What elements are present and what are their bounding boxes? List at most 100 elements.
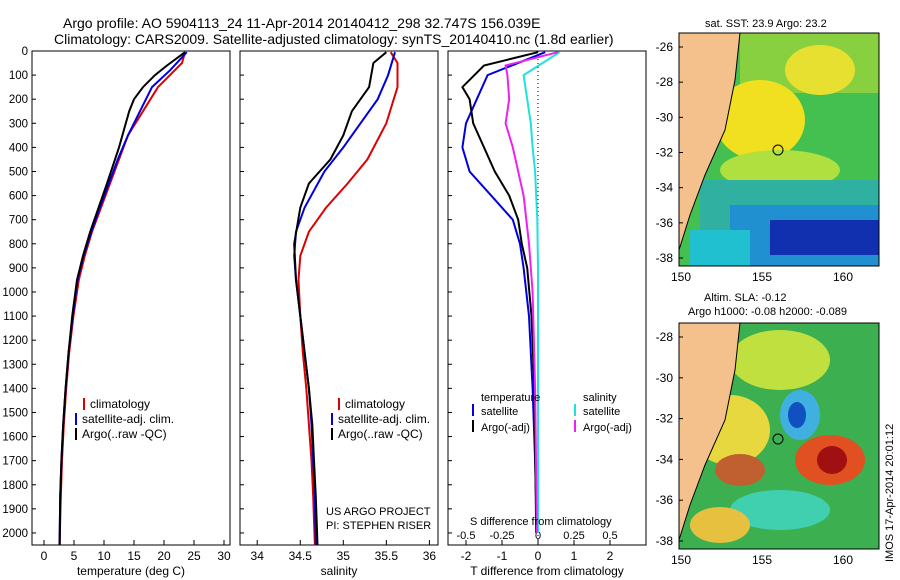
- legend-t-argo: Argo(-adj): [481, 422, 530, 434]
- sst-title: sat. SST: 23.9 Argo: 23.2: [705, 18, 827, 30]
- series-line: [58, 51, 188, 546]
- depth-tick-label: 500: [9, 166, 28, 178]
- x-tick-label: -2: [461, 549, 472, 563]
- x-tick-label: 34.5: [289, 549, 313, 563]
- series-line: [58, 51, 186, 546]
- map-x-label: 160: [833, 270, 853, 284]
- sla-field: [679, 323, 879, 549]
- x-tick-label: 35.5: [375, 549, 399, 563]
- legend-t-satellite: satellite: [481, 406, 518, 418]
- x-tick-label: 0: [535, 549, 542, 563]
- x-axis-label: T difference from climatology: [470, 564, 624, 578]
- imos-stamp: IMOS 17-Apr-2014 20:01:12: [884, 424, 896, 562]
- depth-tick-label: 1100: [3, 311, 28, 323]
- x-tick-label: 25: [187, 549, 201, 563]
- map-y-label: -28: [656, 75, 674, 89]
- map-y-label: -34: [656, 452, 674, 466]
- legend-satellite: satellite-adj. clim.: [82, 412, 174, 426]
- series-line: [293, 51, 396, 546]
- salinity-panel: 34 34.5 35 35.5 36 salinity: [239, 50, 439, 578]
- legend-s-satellite: satellite: [583, 406, 620, 418]
- temperature-legend: climatology satellite-adj. clim. Argo(..…: [75, 397, 174, 441]
- sst-axes: -26 -28 -30 -32 -34 -36 -38 150 155 160: [656, 40, 854, 284]
- legend-climatology: climatology: [345, 397, 405, 411]
- x-tick-label: 30: [217, 549, 231, 563]
- x-tick-label: 34: [251, 549, 265, 563]
- s-tick-label: 0.5: [602, 530, 617, 542]
- map-x-label: 155: [752, 270, 772, 284]
- legend-argo: Argo(..raw -QC): [338, 427, 423, 441]
- map-y-label: -32: [656, 146, 674, 160]
- x-tick-label: 2: [607, 549, 614, 563]
- map-x-label: 160: [833, 553, 853, 567]
- depth-tick-label: 1800: [2, 480, 28, 492]
- x-tick-label: 0: [41, 549, 48, 563]
- series-line: [461, 51, 546, 534]
- map-y-label: -36: [656, 216, 674, 230]
- legend-temperature-header: temperature: [481, 392, 540, 404]
- s-diff-title: S difference from climatology: [470, 516, 612, 528]
- depth-tick-label: 1700: [2, 456, 28, 468]
- depth-tick-label: 800: [9, 239, 28, 251]
- s-tick-label: -0.5: [457, 530, 476, 542]
- legend-salinity-header: salinity: [583, 392, 617, 404]
- depth-tick-label: 1500: [2, 407, 28, 419]
- depth-tick-label: 600: [9, 191, 28, 203]
- depth-tick-label: 2000: [2, 528, 28, 540]
- x-tick-label: 1: [571, 549, 578, 563]
- series-line: [504, 51, 559, 534]
- depth-tick-label: 1900: [2, 504, 28, 516]
- depth-tick-label: 1400: [2, 383, 28, 395]
- header-line2: Climatology: CARS2009. Satellite-adjuste…: [54, 31, 614, 47]
- pi-label: PI: STEPHEN RISER: [326, 520, 431, 532]
- panel-frame: [447, 50, 647, 546]
- depth-tick-label: 900: [9, 263, 28, 275]
- legend-s-argo: Argo(-adj): [583, 422, 632, 434]
- sla-title: Altim. SLA: -0.12: [704, 292, 787, 304]
- series-line: [522, 51, 561, 533]
- s-tick-label: 0: [535, 530, 541, 542]
- legend-argo: Argo(..raw -QC): [82, 427, 167, 441]
- depth-tick-label: 1300: [2, 359, 28, 371]
- difference-legend: temperature salinity satellite Argo(-adj…: [470, 392, 632, 528]
- x-axis-label: temperature (deg C): [77, 564, 185, 578]
- temperature-panel: 0 5 10 15 20 25 30 temperature (deg C): [31, 50, 231, 578]
- series-line: [58, 51, 186, 546]
- map-y-label: -32: [656, 412, 674, 426]
- map-y-label: -30: [656, 371, 674, 385]
- x-tick-label: 20: [157, 549, 171, 563]
- depth-tick-label: 0: [22, 46, 28, 58]
- x-tick-label: 36: [423, 549, 437, 563]
- sla-axes: -28 -30 -32 -34 -36 -38 150 155 160: [656, 330, 854, 567]
- sst-map: sat. SST: 23.9 Argo: 23.2 -26 -28 -30 -32 -3…: [656, 18, 880, 284]
- x-tick-label: 35: [337, 549, 351, 563]
- x-tick-label: 10: [97, 549, 111, 563]
- map-y-label: -28: [656, 330, 674, 344]
- depth-axis: 0 100 200 300 400 500 600 700 800 900 1000 1100 1200…: [2, 46, 452, 540]
- sla-subtitle: Argo h1000: -0.08 h2000: -0.089: [688, 306, 847, 318]
- depth-tick-label: 1600: [2, 432, 28, 444]
- depth-tick-label: 200: [9, 94, 28, 106]
- depth-tick-label: 400: [9, 142, 28, 154]
- series-line: [297, 51, 399, 546]
- series-line: [461, 51, 539, 534]
- x-tick-label: -1: [497, 549, 508, 563]
- series-line: [293, 51, 387, 546]
- panel-frame: [239, 50, 439, 546]
- s-tick-label: 0.25: [563, 530, 584, 542]
- map-y-label: -34: [656, 181, 674, 195]
- map-y-label: -38: [656, 251, 674, 265]
- salinity-legend: climatology satellite-adj. clim. Argo(..…: [326, 397, 431, 532]
- depth-tick-label: 1000: [2, 287, 28, 299]
- sla-map: Altim. SLA: -0.12 Argo h1000: -0.08 h200…: [656, 292, 896, 567]
- map-y-label: -36: [656, 493, 674, 507]
- project-label: US ARGO PROJECT: [326, 506, 431, 518]
- map-y-label: -26: [656, 40, 674, 54]
- s-tick-label: -0.25: [489, 530, 514, 542]
- map-x-label: 150: [671, 270, 691, 284]
- legend-satellite: satellite-adj. clim.: [338, 412, 430, 426]
- x-tick-label: 5: [71, 549, 78, 563]
- map-y-label: -30: [656, 110, 674, 124]
- header-line1: Argo profile: AO 5904113_24 11-Apr-2014 …: [63, 15, 540, 31]
